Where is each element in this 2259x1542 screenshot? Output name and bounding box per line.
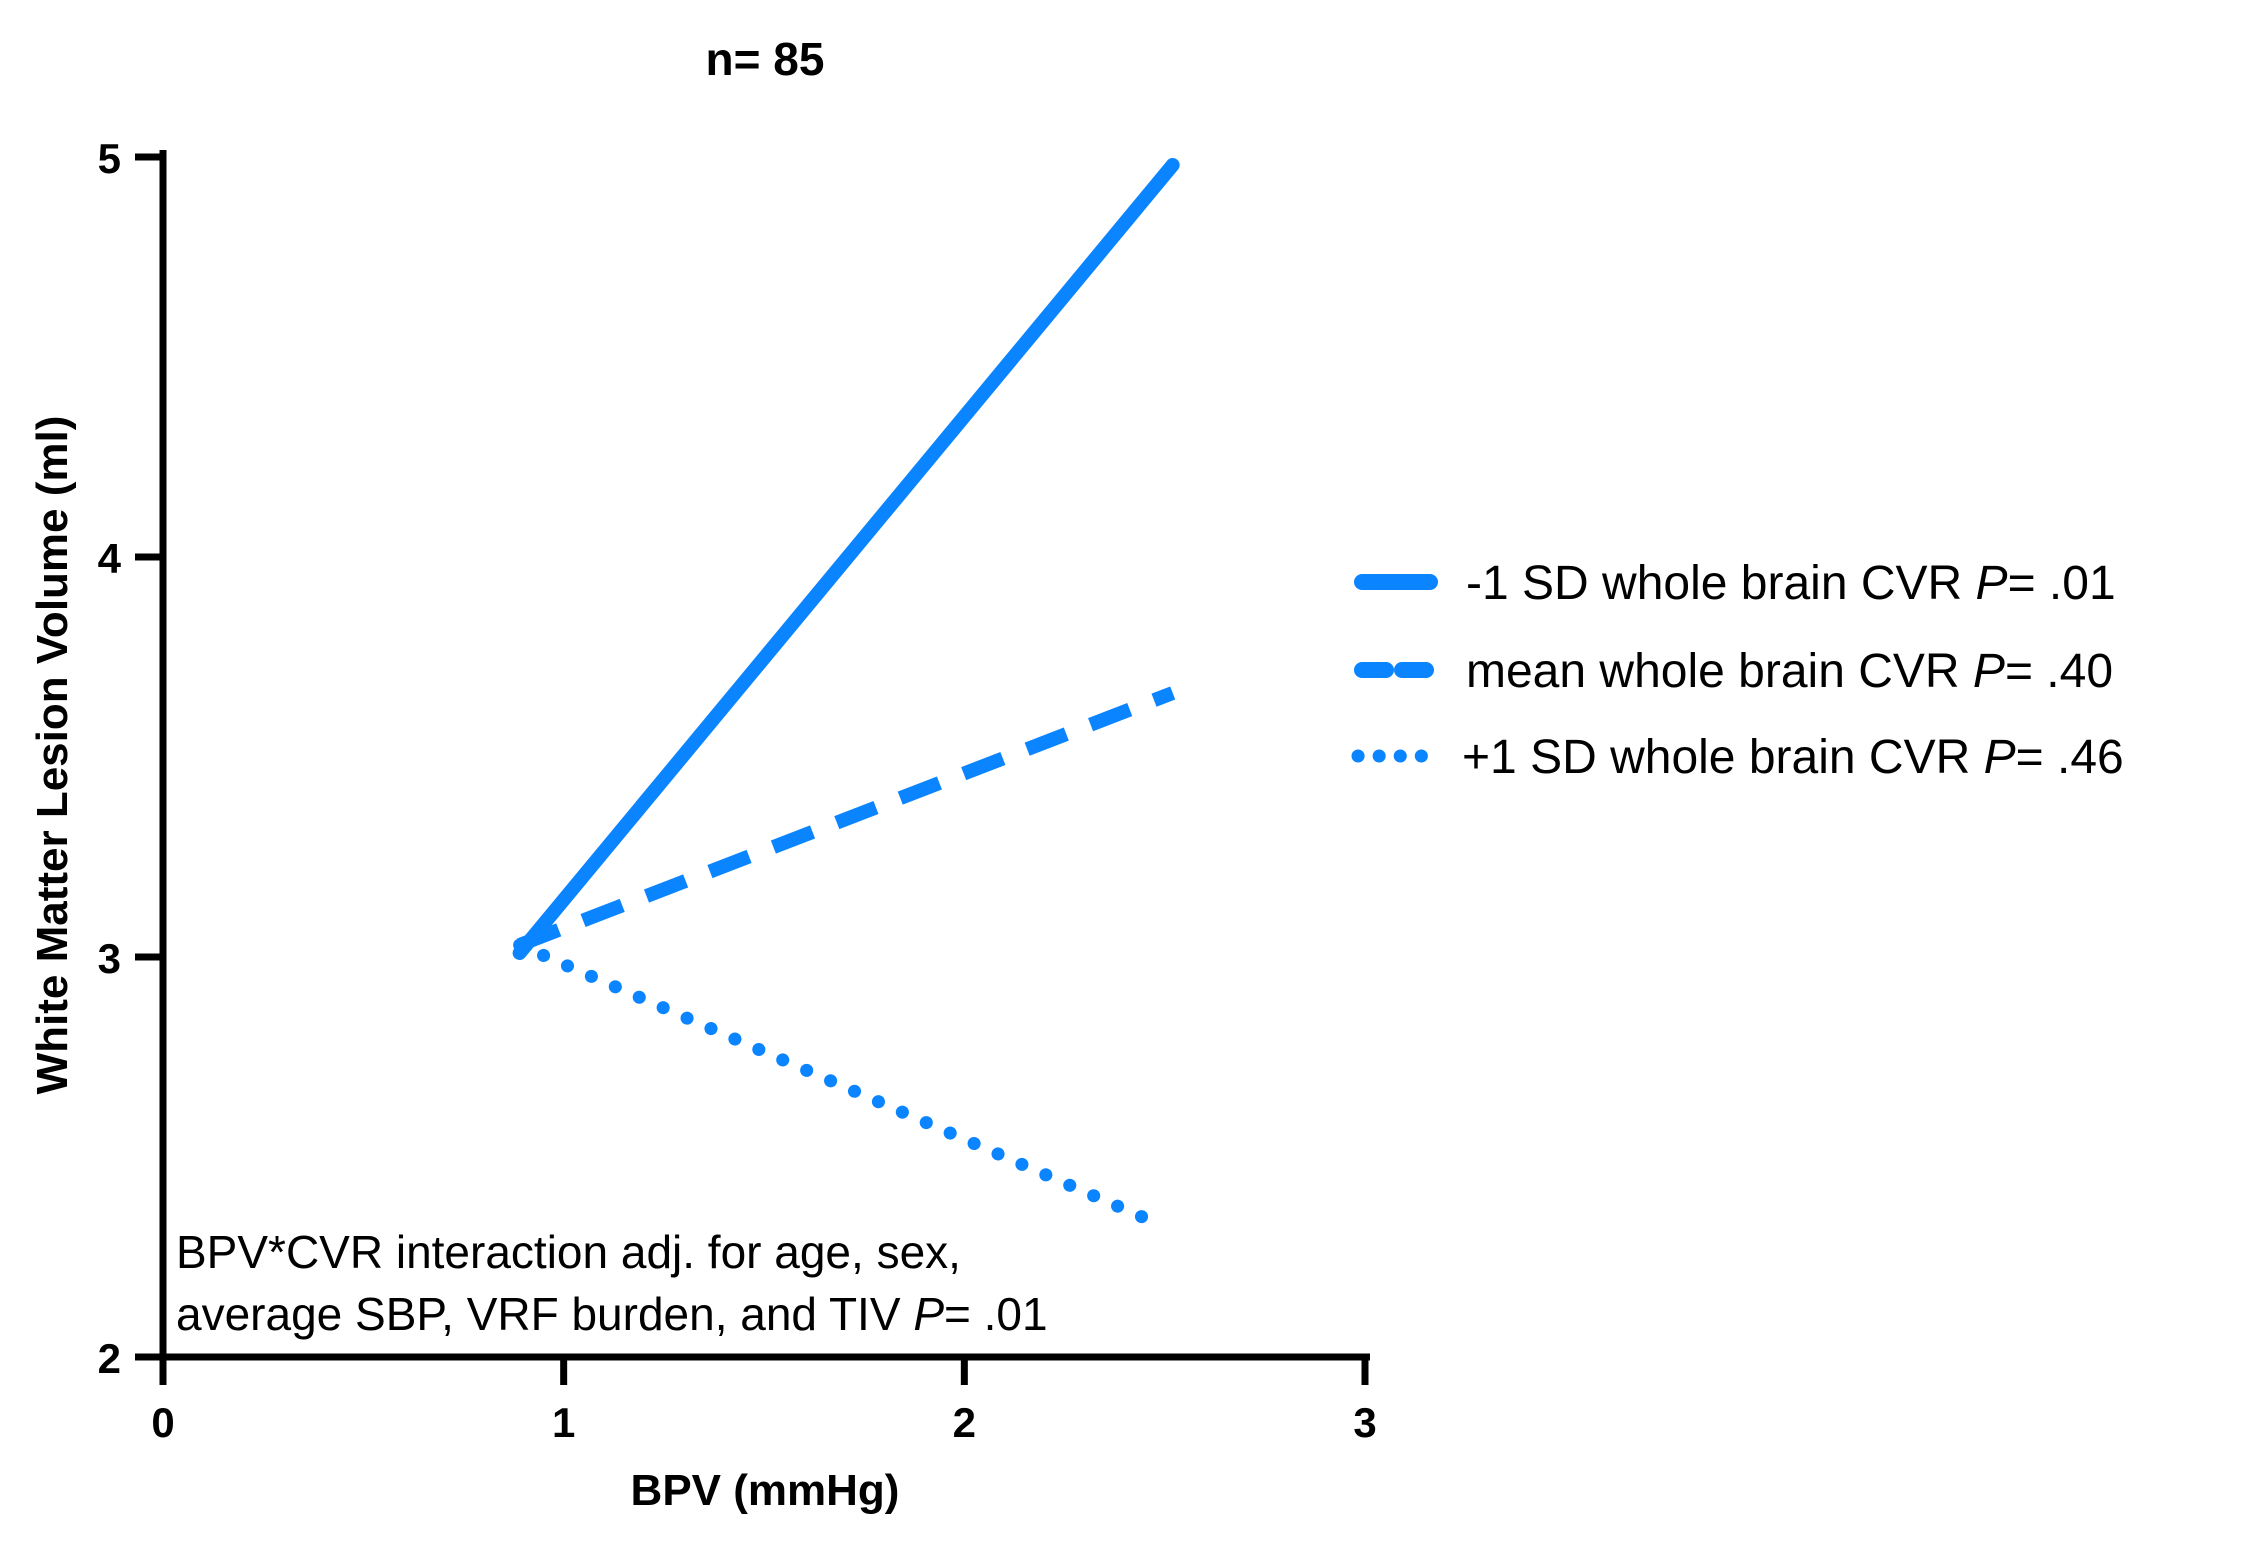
legend-item-plus-1sd: +1 SD whole brain CVR P= .46 bbox=[1351, 731, 2124, 784]
legend-label-minus-1sd: -1 SD whole brain CVR P= .01 bbox=[1466, 557, 2116, 610]
chart-title: n= 85 bbox=[706, 33, 825, 85]
x-tick-label: 0 bbox=[151, 1399, 174, 1446]
annotation-line-1: BPV*CVR interaction adj. for age, sex, bbox=[176, 1226, 961, 1278]
y-ticks: 2 3 4 5 bbox=[98, 135, 163, 1382]
legend-p-value-minus-1sd: = .01 bbox=[2008, 557, 2116, 610]
legend-p-label-plus-1sd: P bbox=[1984, 731, 2016, 784]
y-axis-label: White Matter Lesion Volume (ml) bbox=[28, 416, 77, 1095]
x-tick-label: 2 bbox=[953, 1399, 976, 1446]
y-tick-label: 3 bbox=[98, 935, 121, 982]
legend-item-minus-1sd: -1 SD whole brain CVR P= .01 bbox=[1354, 557, 2116, 610]
series-line-mean bbox=[517, 686, 1176, 952]
legend-label-plus-1sd: +1 SD whole brain CVR P= .46 bbox=[1462, 731, 2124, 784]
x-tick-label: 3 bbox=[1353, 1399, 1376, 1446]
legend: -1 SD whole brain CVR P= .01 mean whole … bbox=[1351, 557, 2124, 784]
legend-label-mean: mean whole brain CVR P= .40 bbox=[1466, 645, 2113, 698]
annotation: BPV*CVR interaction adj. for age, sex, a… bbox=[176, 1226, 1048, 1340]
annotation-p-label: P bbox=[913, 1288, 944, 1340]
annotation-p-value: = .01 bbox=[944, 1288, 1048, 1340]
annotation-line-2: average SBP, VRF burden, and TIV P= .01 bbox=[176, 1288, 1048, 1340]
legend-name-minus-1sd: -1 SD whole brain CVR bbox=[1466, 557, 1962, 610]
legend-p-value-plus-1sd: = .46 bbox=[2016, 731, 2124, 784]
x-axis-label: BPV (mmHg) bbox=[631, 1466, 900, 1515]
legend-p-label-minus-1sd: P bbox=[1976, 557, 2008, 610]
y-tick-label: 4 bbox=[98, 535, 122, 582]
legend-p-value-mean: = .40 bbox=[2005, 645, 2113, 698]
axes bbox=[159, 150, 1370, 1361]
series-line-minus-1sd bbox=[512, 158, 1180, 960]
series-line-plus-1sd bbox=[513, 938, 1168, 1232]
legend-item-mean: mean whole brain CVR P= .40 bbox=[1354, 645, 2113, 698]
series-lines bbox=[512, 158, 1180, 1232]
legend-name-mean: mean whole brain CVR bbox=[1466, 645, 1960, 698]
x-ticks: 0 1 2 3 bbox=[151, 1357, 1377, 1446]
x-tick-label: 1 bbox=[552, 1399, 575, 1446]
annotation-line-2-prefix: average SBP, VRF burden, and TIV bbox=[176, 1288, 913, 1340]
y-tick-label: 2 bbox=[98, 1335, 121, 1382]
legend-name-plus-1sd: +1 SD whole brain CVR bbox=[1462, 731, 1970, 784]
legend-p-label-mean: P bbox=[1973, 645, 2005, 698]
y-tick-label: 5 bbox=[98, 135, 121, 182]
